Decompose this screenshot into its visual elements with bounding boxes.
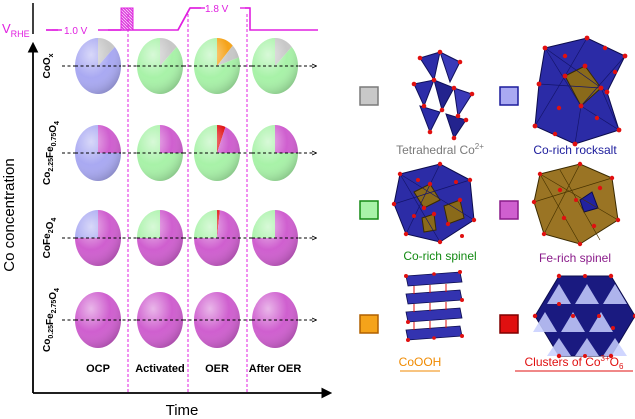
row-3: CoFe2O4 — [42, 210, 316, 266]
potential-panel: VRHE 1.0 V 1.8 V — [2, 1, 318, 39]
formula-element: Fe — [45, 313, 56, 325]
row-2: Co2.25Fe0.75O4 — [42, 121, 316, 185]
composition-pie — [252, 38, 299, 94]
formula-subscript: 4 — [54, 288, 61, 292]
formula-element: Co — [42, 339, 53, 352]
formula-subscript: 4 — [51, 218, 58, 222]
formula-element: O — [48, 292, 59, 300]
potential-ramp — [177, 7, 191, 31]
formula-element: O — [45, 221, 56, 229]
legend-label-tetrahedral-co: Tetrahedral Co2+ — [396, 142, 484, 157]
legend-label-fe-rich-spinel: Fe-rich spinel — [539, 251, 611, 265]
row-formula-label: CoFe2O4 — [42, 218, 58, 259]
composition-pie — [252, 210, 298, 266]
legend-swatch-fe-rich-spinel — [499, 200, 519, 220]
potential-high-label: 1.8 V — [205, 4, 229, 15]
legend: Tetrahedral Co2+ Co-rich rocksalt Co-rich … — [359, 86, 633, 372]
formula-element: Co — [42, 172, 53, 185]
composition-pie — [75, 292, 121, 348]
formula-element: O — [48, 125, 59, 133]
formula-subscript: 4 — [54, 121, 61, 125]
structure-co-rich-rocksalt-icon — [532, 35, 628, 147]
legend-label-co3-clusters: Clusters of Co3+O6 — [525, 354, 625, 371]
formula-element: Fe — [45, 146, 56, 158]
activation-pulse — [120, 7, 134, 31]
stage-label: OCP — [86, 363, 110, 375]
formula-element: O — [42, 57, 53, 65]
structure-fe-rich-spinel-icon — [531, 161, 621, 247]
legend-label-co-rich-rocksalt: Co-rich rocksalt — [533, 143, 617, 157]
formula-subscript: 2.75 — [51, 300, 58, 314]
y-axis-label: Co concentration — [1, 158, 18, 271]
composition-pie — [252, 125, 298, 181]
formula-subscript: x — [48, 53, 55, 57]
legend-label-co-rich-spinel: Co-rich spinel — [403, 249, 476, 263]
legend-swatch-co-rich-spinel — [359, 200, 379, 220]
potential-low-label: 1.0 V — [64, 26, 88, 37]
x-axis-label: Time — [166, 402, 199, 419]
legend-label-coooh: CoOOH — [399, 355, 442, 369]
formula-element: Co — [42, 65, 53, 78]
stage-dividers — [127, 14, 248, 392]
composition-pie — [193, 38, 240, 94]
composition-pie — [137, 292, 183, 348]
legend-swatch-co3-clusters — [499, 314, 519, 334]
structure-co-rich-spinel-icon — [391, 161, 477, 245]
composition-pie — [137, 210, 183, 266]
row-4: Co0.25Fe2.75O4 — [42, 288, 316, 352]
stage-label: Activated — [135, 363, 185, 375]
composition-pie — [137, 38, 184, 94]
composition-pie — [194, 125, 240, 181]
formula-element: Fe — [42, 233, 53, 245]
legend-swatch-coooh — [359, 314, 379, 334]
structure-coooh-icon — [404, 270, 464, 342]
composition-pie — [75, 210, 121, 266]
stage-labels: OCP Activated OER After OER — [86, 363, 301, 375]
structure-tetrahedral-co-icon — [411, 49, 475, 141]
row-formula-label: Co2.25Fe0.75O4 — [42, 121, 61, 185]
potential-low-bg — [58, 22, 108, 36]
structure-co3-clusters-icon — [532, 273, 635, 359]
row-formula-label: Co0.25Fe2.75O4 — [42, 288, 61, 352]
potential-axis-label: VRHE — [2, 21, 30, 39]
stage-label: OER — [205, 363, 229, 375]
composition-pie — [252, 292, 298, 348]
formula-subscript: 2 — [48, 229, 55, 233]
row-formula-label: CoOx — [42, 53, 55, 78]
formula-element: Co — [42, 245, 53, 258]
stage-label: After OER — [249, 363, 302, 375]
formula-subscript: 0.25 — [48, 325, 55, 339]
formula-subscript: 2.25 — [48, 158, 55, 172]
potential-high-bg — [201, 1, 245, 15]
legend-swatch-tetrahedral-co — [359, 86, 379, 106]
formula-subscript: 0.75 — [51, 133, 58, 147]
row-1: CoOx — [42, 38, 316, 94]
composition-pie — [194, 210, 241, 266]
composition-pie — [75, 38, 122, 94]
composition-pie — [75, 125, 121, 181]
composition-pie — [194, 292, 240, 348]
legend-swatch-co-rich-rocksalt — [499, 86, 519, 106]
composition-pie — [137, 125, 183, 181]
main-axes: Co concentration Time — [1, 41, 333, 419]
